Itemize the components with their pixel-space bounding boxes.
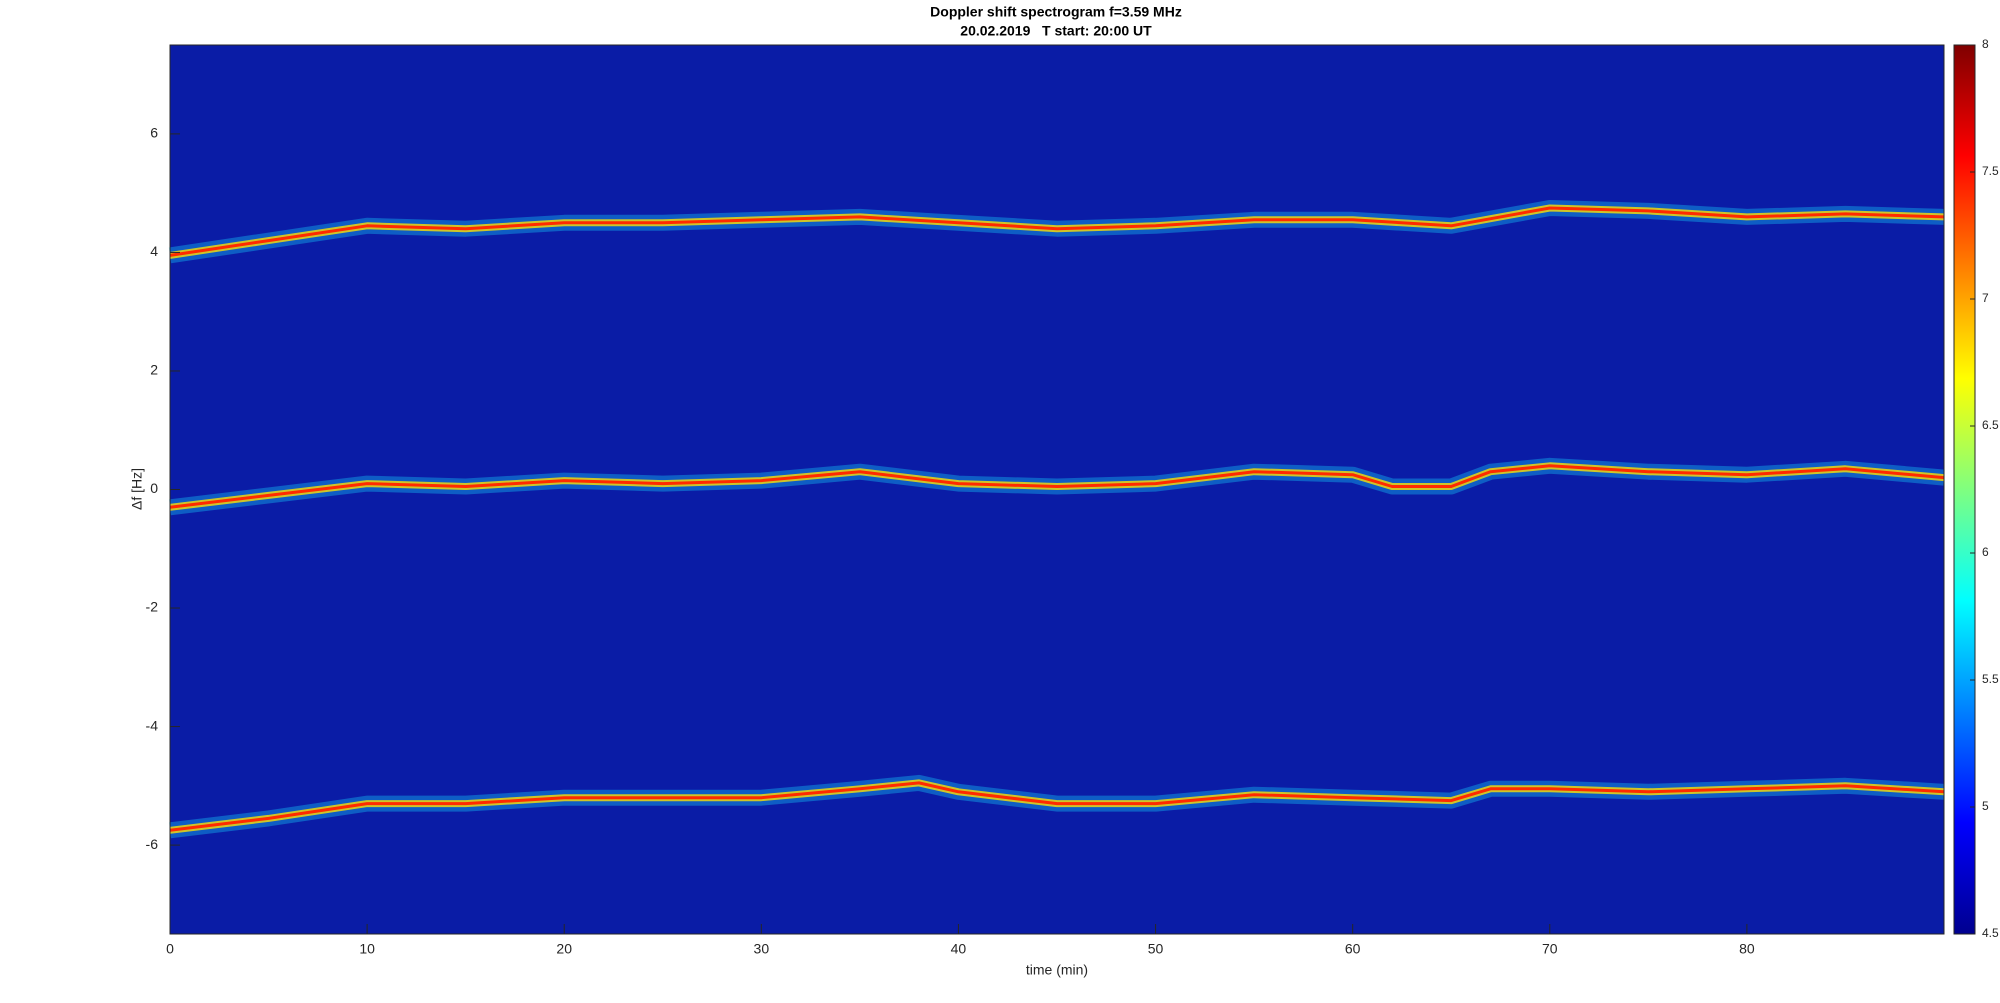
x-tick-label: 40 xyxy=(951,941,967,957)
colorbar-tick-label: 7 xyxy=(1982,291,1989,305)
colorbar-tick-label: 4.5 xyxy=(1982,926,1999,940)
x-axis-label: time (min) xyxy=(1026,962,1088,978)
colorbar-tick-label: 5.5 xyxy=(1982,672,1999,686)
x-tick-label: 30 xyxy=(754,941,770,957)
x-tick-label: 0 xyxy=(166,941,174,957)
x-tick-label: 70 xyxy=(1542,941,1558,957)
colorbar-tick-label: 7.5 xyxy=(1982,164,1999,178)
y-tick-label: 0 xyxy=(150,480,158,496)
trace xyxy=(169,781,1945,832)
colorbar-tick-label: 6.5 xyxy=(1982,418,1999,432)
colorbar-tick-label: 5 xyxy=(1982,799,1989,813)
y-tick-label: -6 xyxy=(146,836,159,852)
y-axis-label: Δf [Hz] xyxy=(129,468,145,510)
colorbar xyxy=(1953,44,1976,935)
y-tick-label: -2 xyxy=(146,599,159,615)
trace xyxy=(169,464,1945,509)
x-tick-label: 80 xyxy=(1739,941,1755,957)
x-tick-label: 60 xyxy=(1345,941,1361,957)
chart-subtitle: 20.02.2019 T start: 20:00 UT xyxy=(960,23,1152,39)
y-tick-label: 2 xyxy=(150,362,158,378)
y-tick-label: 4 xyxy=(150,243,158,259)
chart-title: Doppler shift spectrogram f=3.59 MHz xyxy=(930,4,1182,20)
x-tick-label: 10 xyxy=(359,941,375,957)
trace xyxy=(169,206,1945,257)
y-tick-label: -4 xyxy=(146,717,159,733)
colorbar-tick-label: 8 xyxy=(1982,37,1989,51)
colorbar-tick-label: 6 xyxy=(1982,545,1989,559)
x-tick-label: 50 xyxy=(1148,941,1164,957)
x-tick-label: 20 xyxy=(556,941,572,957)
y-tick-label: 6 xyxy=(150,125,158,141)
